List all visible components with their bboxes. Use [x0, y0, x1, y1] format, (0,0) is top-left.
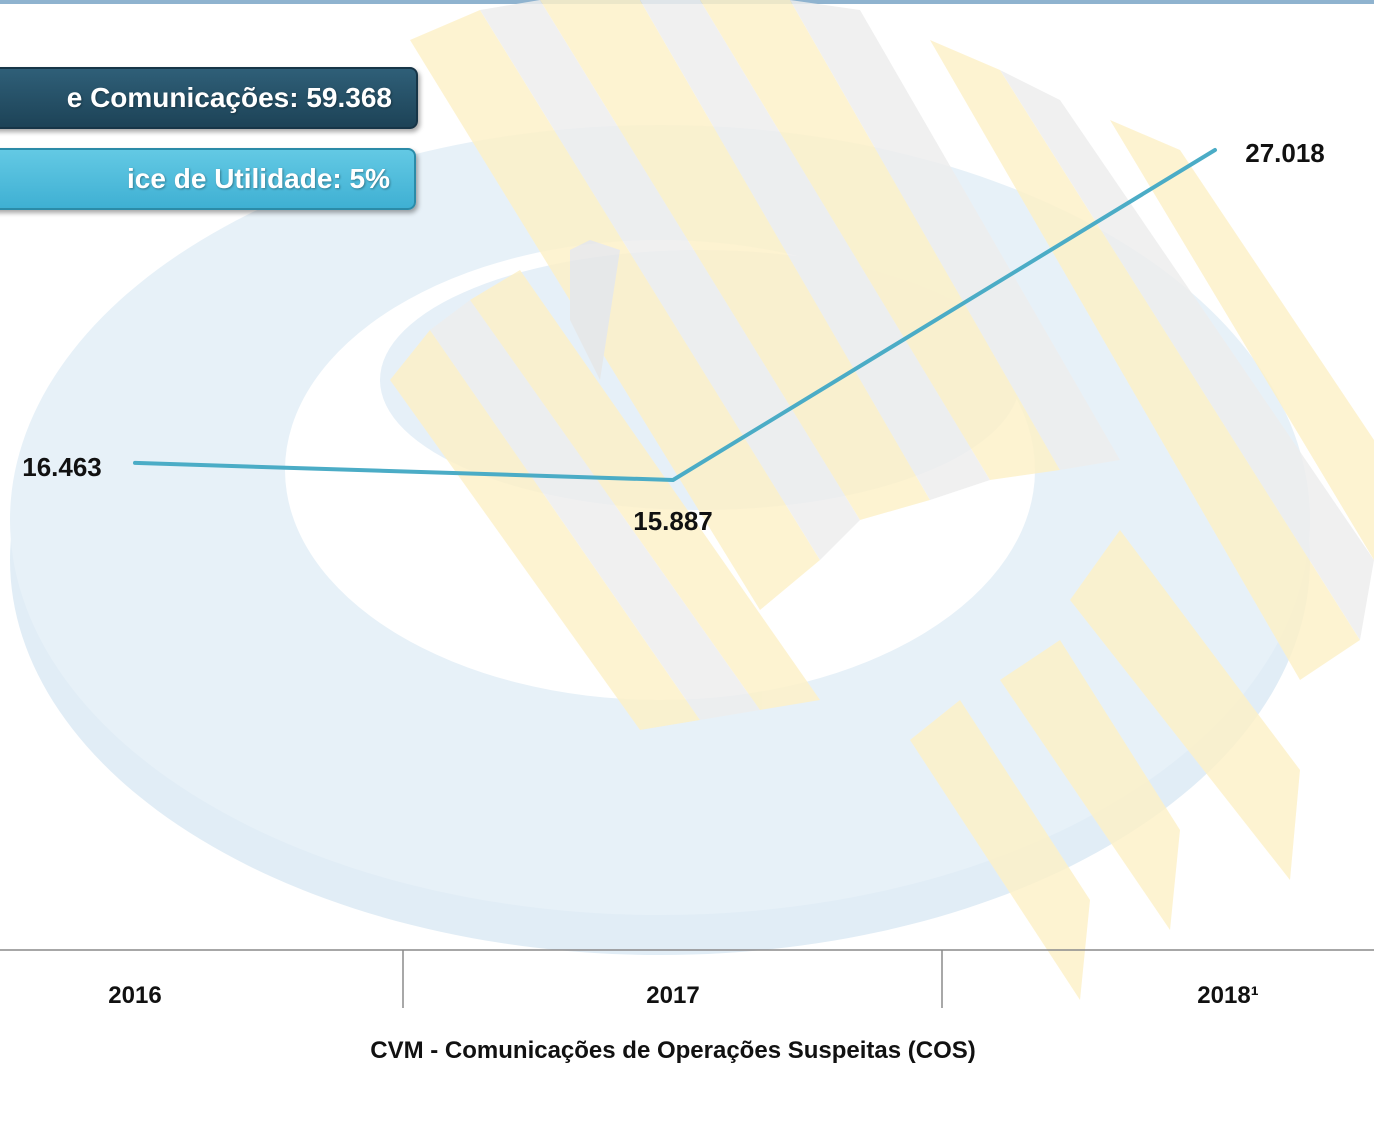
utility-index-badge: ice de Utilidade: 5% [0, 148, 416, 210]
data-label-2018: 27.018 [1245, 138, 1325, 168]
data-label-2017: 15.887 [633, 506, 713, 536]
utility-index-text: ice de Utilidade: 5% [127, 163, 390, 194]
x-tick-label-2018: 2018¹ [1197, 982, 1258, 1009]
series-line [133, 148, 1217, 482]
x-axis-title: CVM - Comunicações de Operações Suspeita… [370, 1037, 976, 1064]
total-communications-badge: e Comunicações: 59.368 [0, 67, 418, 129]
data-label-2016: 16.463 [22, 452, 102, 482]
total-communications-text: e Comunicações: 59.368 [66, 82, 392, 113]
x-tick-label-2017: 2017 [646, 982, 699, 1009]
x-tick-label-2016: 2016 [108, 982, 161, 1009]
